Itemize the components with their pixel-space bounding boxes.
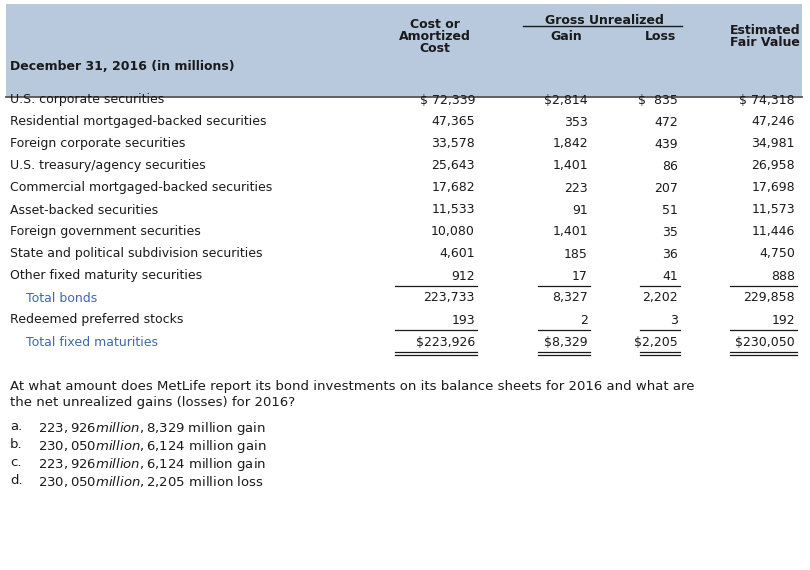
Text: 888: 888 — [771, 270, 795, 283]
Text: 36: 36 — [663, 247, 678, 260]
Text: $2,205: $2,205 — [634, 336, 678, 348]
Text: $8,329: $8,329 — [544, 336, 588, 348]
Text: $ 74,318: $ 74,318 — [740, 93, 795, 107]
Text: State and political subdivision securities: State and political subdivision securiti… — [10, 247, 262, 260]
Text: 47,246: 47,246 — [752, 116, 795, 128]
Text: 185: 185 — [564, 247, 588, 260]
Text: 10,080: 10,080 — [431, 226, 475, 238]
Text: 353: 353 — [565, 116, 588, 128]
Text: 35: 35 — [662, 226, 678, 238]
Text: 11,446: 11,446 — [752, 226, 795, 238]
Text: 8,327: 8,327 — [552, 291, 588, 304]
Text: Residential mortgaged-backed securities: Residential mortgaged-backed securities — [10, 116, 266, 128]
Text: 223: 223 — [565, 181, 588, 194]
Text: Gross Unrealized: Gross Unrealized — [544, 14, 663, 27]
Text: $230,050 million, $6,124 million gain: $230,050 million, $6,124 million gain — [38, 438, 266, 455]
Text: Asset-backed securities: Asset-backed securities — [10, 203, 158, 217]
Text: $223,926 million, $8,329 million gain: $223,926 million, $8,329 million gain — [38, 420, 266, 437]
Text: 1,401: 1,401 — [552, 226, 588, 238]
Text: $230,050 million, $2,205 million loss: $230,050 million, $2,205 million loss — [38, 474, 264, 489]
Text: $223,926: $223,926 — [416, 336, 475, 348]
Text: 17: 17 — [572, 270, 588, 283]
Text: 91: 91 — [572, 203, 588, 217]
Text: 1,842: 1,842 — [552, 137, 588, 150]
Text: 2: 2 — [580, 314, 588, 327]
Text: Foreign corporate securities: Foreign corporate securities — [10, 137, 185, 150]
Text: 207: 207 — [654, 181, 678, 194]
Text: Redeemed preferred stocks: Redeemed preferred stocks — [10, 314, 183, 327]
Text: December 31, 2016 (in millions): December 31, 2016 (in millions) — [10, 60, 235, 73]
Text: Amortized: Amortized — [399, 30, 471, 43]
Text: 2,202: 2,202 — [642, 291, 678, 304]
Text: U.S. treasury/agency securities: U.S. treasury/agency securities — [10, 160, 206, 173]
Text: Foreign government securities: Foreign government securities — [10, 226, 201, 238]
Text: the net unrealized gains (losses) for 2016?: the net unrealized gains (losses) for 20… — [10, 396, 295, 409]
Bar — [6, 4, 802, 97]
Text: Cost: Cost — [420, 42, 450, 55]
Text: 223,733: 223,733 — [424, 291, 475, 304]
Text: 472: 472 — [654, 116, 678, 128]
Text: $2,814: $2,814 — [544, 93, 588, 107]
Text: 41: 41 — [663, 270, 678, 283]
Text: 51: 51 — [662, 203, 678, 217]
Text: Other fixed maturity securities: Other fixed maturity securities — [10, 270, 202, 283]
Text: 1,401: 1,401 — [552, 160, 588, 173]
Text: 3: 3 — [670, 314, 678, 327]
Text: b.: b. — [10, 438, 23, 451]
Text: 912: 912 — [451, 270, 475, 283]
Text: U.S. corporate securities: U.S. corporate securities — [10, 93, 164, 107]
Text: d.: d. — [10, 474, 23, 487]
Text: Total bonds: Total bonds — [10, 291, 97, 304]
Text: 86: 86 — [662, 160, 678, 173]
Text: 193: 193 — [451, 314, 475, 327]
Text: Fair Value: Fair Value — [730, 36, 800, 49]
Text: 439: 439 — [654, 137, 678, 150]
Text: $223,926 million, $6,124 million gain: $223,926 million, $6,124 million gain — [38, 456, 266, 473]
Text: $230,050: $230,050 — [735, 336, 795, 348]
Text: 4,750: 4,750 — [759, 247, 795, 260]
Text: 34,981: 34,981 — [752, 137, 795, 150]
Text: 229,858: 229,858 — [744, 291, 795, 304]
Text: a.: a. — [10, 420, 22, 433]
Text: Loss: Loss — [645, 30, 676, 43]
Text: Cost or: Cost or — [410, 18, 460, 31]
Text: 25,643: 25,643 — [432, 160, 475, 173]
Text: 4,601: 4,601 — [439, 247, 475, 260]
Text: Estimated: Estimated — [730, 24, 800, 37]
Text: c.: c. — [10, 456, 22, 469]
Text: Commercial mortgaged-backed securities: Commercial mortgaged-backed securities — [10, 181, 272, 194]
Text: At what amount does MetLife report its bond investments on its balance sheets fo: At what amount does MetLife report its b… — [10, 380, 694, 393]
Text: 11,533: 11,533 — [432, 203, 475, 217]
Text: 47,365: 47,365 — [432, 116, 475, 128]
Text: 192: 192 — [771, 314, 795, 327]
Text: 33,578: 33,578 — [431, 137, 475, 150]
Text: $ 72,339: $ 72,339 — [420, 93, 475, 107]
Text: $  835: $ 835 — [638, 93, 678, 107]
Text: Gain: Gain — [550, 30, 582, 43]
Text: 26,958: 26,958 — [752, 160, 795, 173]
Text: 17,682: 17,682 — [432, 181, 475, 194]
Text: 17,698: 17,698 — [752, 181, 795, 194]
Text: Total fixed maturities: Total fixed maturities — [10, 336, 158, 348]
Text: 11,573: 11,573 — [752, 203, 795, 217]
